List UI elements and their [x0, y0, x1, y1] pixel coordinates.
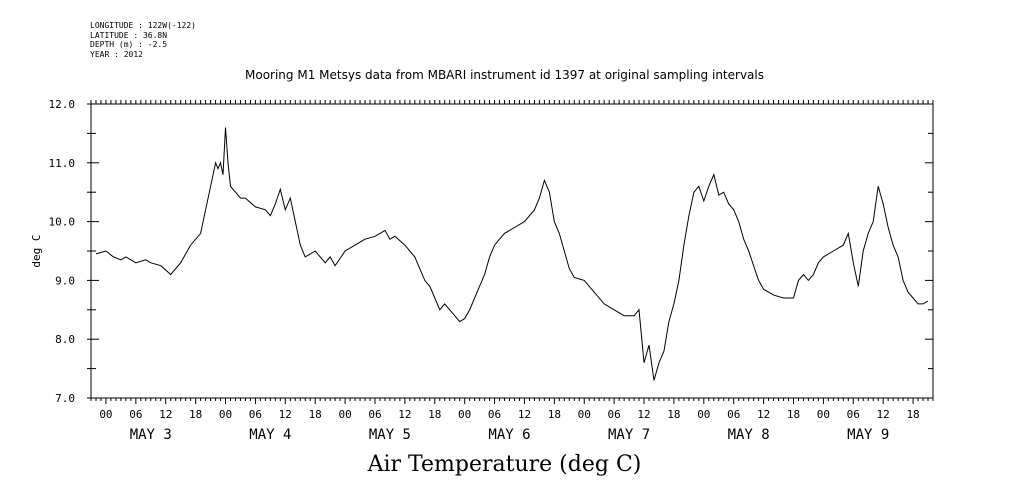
meta-depth: DEPTH (m) : -2.5 [90, 40, 168, 49]
x-hour-label: 18 [428, 408, 441, 421]
y-tick-label: 10.0 [49, 216, 76, 229]
chart-title: Mooring M1 Metsys data from MBARI instru… [245, 68, 764, 82]
meta-year: YEAR : 2012 [90, 49, 143, 59]
x-day-label: MAY 7 [608, 427, 650, 443]
x-hour-label: 12 [398, 408, 411, 421]
x-hour-label: 00 [817, 408, 830, 421]
y-tick-label: 12.0 [49, 98, 76, 111]
x-hour-label: 18 [906, 408, 919, 421]
x-hour-label: 18 [309, 408, 322, 421]
x-day-label: MAY 6 [488, 427, 530, 443]
x-tick-labels: 00 06 12 18 MAY 3 00 06 12 18 MAY 4 00 06 12 18 MAY 5 0… [99, 408, 919, 443]
x-hour-label: 12 [877, 408, 890, 421]
x-hour-label: 00 [458, 408, 471, 421]
x-hour-label: 06 [368, 408, 381, 421]
x-hour-label: 00 [578, 408, 591, 421]
y-tick-label: 11.0 [49, 157, 76, 170]
x-hour-label: 12 [518, 408, 531, 421]
axis-ticks [87, 100, 934, 404]
x-hour-label: 18 [787, 408, 800, 421]
x-day-label: MAY 9 [847, 427, 889, 443]
x-hour-label: 12 [279, 408, 292, 421]
x-hour-label: 06 [249, 408, 262, 421]
footer-title: Air Temperature (deg C) [367, 452, 642, 477]
x-hour-label: 06 [488, 408, 501, 421]
y-tick-label: 9.0 [55, 274, 75, 287]
y-tick-label: 8.0 [55, 333, 75, 346]
x-day-label: MAY 3 [130, 427, 172, 443]
meta-latitude: LATITUDE : 36.8N [90, 30, 168, 40]
meta-longitude: LONGITUDE : 122W(-122) [90, 21, 196, 30]
x-hour-label: 06 [727, 408, 740, 421]
x-hour-label: 18 [667, 408, 680, 421]
plot-frame [90, 103, 934, 399]
x-hour-label: 12 [757, 408, 770, 421]
x-hour-label: 12 [637, 408, 650, 421]
x-hour-label: 00 [697, 408, 710, 421]
series-line-air-temperature [95, 127, 929, 381]
y-tick-labels: 7.0 8.0 9.0 10.0 11.0 12.0 [49, 98, 76, 405]
y-tick-label: 7.0 [55, 392, 75, 405]
x-day-label: MAY 5 [369, 427, 411, 443]
x-hour-label: 00 [219, 408, 232, 421]
x-hour-label: 06 [129, 408, 142, 421]
x-day-label: MAY 8 [728, 427, 770, 443]
x-hour-label: 12 [159, 408, 172, 421]
x-hour-label: 06 [847, 408, 860, 421]
x-hour-label: 18 [548, 408, 561, 421]
x-hour-label: 18 [189, 408, 202, 421]
x-hour-label: 06 [608, 408, 621, 421]
x-hour-label: 00 [99, 408, 112, 421]
y-axis-label: deg C [30, 234, 43, 267]
x-day-label: MAY 4 [249, 427, 291, 443]
metadata-block: LONGITUDE : 122W(-122) LATITUDE : 36.8N … [90, 21, 196, 59]
x-hour-label: 00 [338, 408, 351, 421]
